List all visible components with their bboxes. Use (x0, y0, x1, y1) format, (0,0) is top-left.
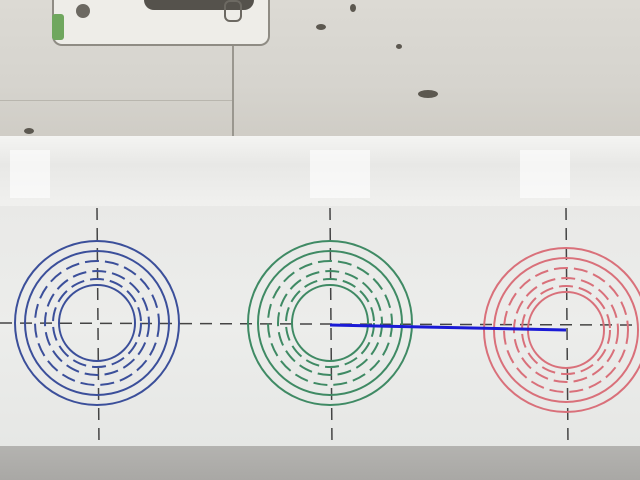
target-left-inner-ring (58, 284, 136, 362)
measure-line (329, 323, 567, 332)
wall-speck (24, 128, 34, 134)
target-center-vertical-crosshair (329, 207, 333, 447)
target-left-dashed-ring (34, 260, 160, 386)
target-center-ring (257, 250, 403, 396)
wall-speck (350, 4, 356, 12)
target-center-inner-ring (291, 284, 369, 362)
green-clip (52, 14, 64, 40)
target-center-dashed-ring (277, 270, 383, 376)
tape-shine (520, 150, 570, 198)
horizontal-crosshair (0, 322, 640, 326)
target-center-outer-ring (247, 240, 413, 406)
plate-hole (76, 4, 90, 18)
target-right-vertical-crosshair (565, 207, 569, 447)
plate-slot (224, 0, 242, 22)
target-right-ring (493, 257, 639, 403)
plate-shadow (144, 0, 254, 10)
mounting-plate (52, 0, 270, 46)
wall-speck (316, 24, 326, 30)
target-left-ring (24, 250, 170, 396)
wall-speck (396, 44, 402, 49)
target-left-dashed-ring (52, 278, 142, 368)
target-left-dashed-ring (44, 270, 150, 376)
target-left-outer-ring (14, 240, 180, 406)
target-left-vertical-crosshair (96, 207, 100, 447)
floor-strip (0, 446, 640, 480)
target-right-dashed-ring (521, 285, 611, 375)
tape-shine (310, 150, 370, 198)
wall-speck (418, 90, 438, 98)
wall-background (0, 0, 640, 140)
target-right-outer-ring (483, 247, 640, 413)
target-center-dashed-ring (285, 278, 375, 368)
tape-shine (10, 150, 50, 198)
target-right-dashed-ring (503, 267, 629, 393)
wall-seam (232, 40, 234, 136)
target-center-dashed-ring (267, 260, 393, 386)
wall-line (0, 100, 232, 101)
